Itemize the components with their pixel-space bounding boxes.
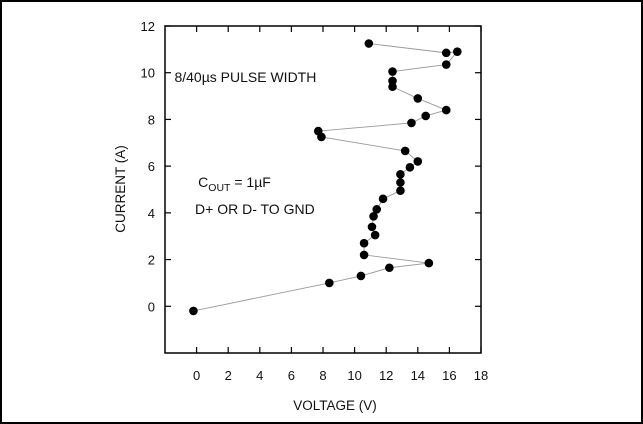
x-tick-labels: 0 2 4 6 8 10 12 14 16 18 xyxy=(193,368,488,383)
axis-ticks xyxy=(165,25,482,353)
x-tick-label: 14 xyxy=(411,368,425,383)
data-point xyxy=(364,39,374,48)
annotation-text: COUT = 1µF xyxy=(198,174,271,194)
data-point xyxy=(441,105,451,115)
y-tick-label: 6 xyxy=(148,159,155,174)
data-series xyxy=(189,39,462,316)
x-tick-label: 2 xyxy=(225,368,232,383)
data-point xyxy=(388,76,397,86)
x-tick-label: 12 xyxy=(379,368,393,383)
data-point xyxy=(396,170,405,179)
data-point xyxy=(359,250,369,260)
data-point xyxy=(367,222,377,232)
annotation-text: 8/40µs PULSE WIDTH xyxy=(174,69,316,85)
y-tick-label: 0 xyxy=(148,299,155,314)
data-point xyxy=(407,118,416,128)
y-tick-label: 12 xyxy=(141,19,155,34)
annotation-subscript: OUT xyxy=(208,182,231,194)
x-tick-label: 10 xyxy=(347,368,361,383)
data-point xyxy=(325,278,334,288)
x-tick-label: 18 xyxy=(474,368,488,383)
annotation-text: D+ OR D- TO GND xyxy=(195,201,315,217)
y-tick-label: 10 xyxy=(141,66,155,81)
x-tick-label: 16 xyxy=(442,368,456,383)
data-point xyxy=(405,163,415,172)
data-point xyxy=(396,178,405,187)
annotations: 8/40µs PULSE WIDTH COUT = 1µF D+ OR D- TO … xyxy=(174,69,316,217)
data-point xyxy=(453,47,462,56)
x-tick-label: 0 xyxy=(193,368,200,383)
data-point xyxy=(189,306,198,316)
data-point xyxy=(421,111,431,121)
data-point xyxy=(388,67,397,76)
annotation-rest: = 1µF xyxy=(230,174,270,190)
x-tick-label: 6 xyxy=(288,368,295,383)
data-point xyxy=(424,258,434,268)
data-point xyxy=(441,60,451,69)
data-point xyxy=(356,271,366,281)
annotation-base: C xyxy=(198,174,208,190)
data-point xyxy=(372,205,382,214)
data-point xyxy=(413,157,423,166)
y-tick-label: 2 xyxy=(148,253,155,268)
data-point xyxy=(369,212,378,221)
data-point xyxy=(400,146,410,156)
x-tick-label: 8 xyxy=(319,368,326,383)
data-point xyxy=(385,263,394,273)
y-axis-label: CURRENT (A) xyxy=(113,145,128,233)
data-point xyxy=(359,238,369,248)
y-tick-labels: 0 2 4 6 8 10 12 xyxy=(141,19,155,314)
data-point xyxy=(413,94,423,103)
data-point xyxy=(396,186,405,195)
y-tick-label: 8 xyxy=(148,112,155,127)
x-axis-label: VOLTAGE (V) xyxy=(293,398,377,413)
data-point xyxy=(441,48,451,58)
data-point xyxy=(378,194,388,204)
y-tick-label: 4 xyxy=(148,206,155,221)
data-point xyxy=(370,230,380,240)
data-point xyxy=(313,126,323,136)
x-tick-label: 4 xyxy=(256,368,263,383)
